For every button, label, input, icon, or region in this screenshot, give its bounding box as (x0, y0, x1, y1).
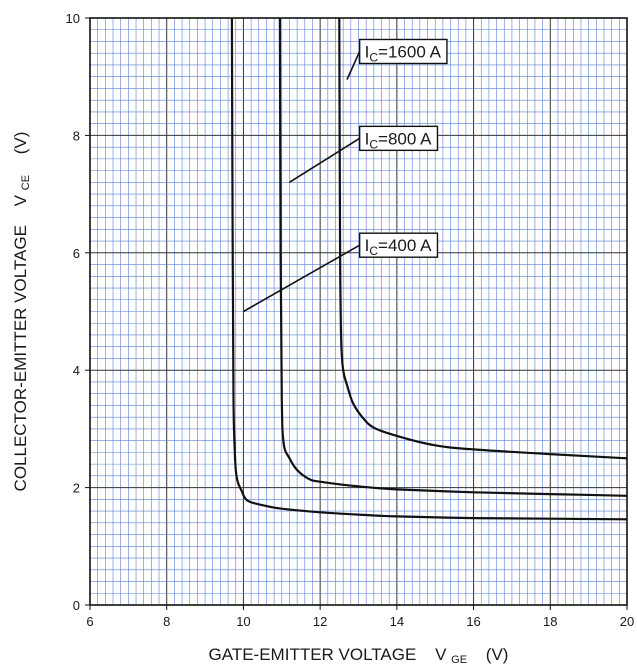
y-tick-label: 0 (73, 598, 80, 613)
x-tick-label: 12 (313, 614, 327, 629)
annotation-box (358, 232, 439, 258)
series-annotations: IC=1600 AIC=800 AIC=400 A (243, 38, 448, 313)
annotation-box (358, 38, 448, 65)
plot-area-frame (89, 17, 628, 606)
annotation-label-symbol: I (365, 42, 370, 61)
annotation-label-symbol: I (365, 129, 370, 148)
y-axis-title-unit: (V) (11, 132, 30, 155)
y-axis-title-main: COLLECTOR-EMITTER VOLTAGE (11, 225, 30, 491)
y-axis-title-subscript: CE (20, 175, 32, 190)
x-tick-label: 6 (86, 614, 93, 629)
annotation-label-subscript: C (369, 50, 378, 64)
x-tick-label: 8 (163, 614, 170, 629)
x-axis-title-main: GATE-EMITTER VOLTAGE (209, 645, 417, 664)
annotation-label-subscript: C (369, 244, 378, 258)
series-annotation: IC=1600 A (346, 38, 448, 80)
series-lines (230, 17, 628, 521)
y-tick-label: 2 (73, 481, 80, 496)
axis-ticks: 6 8 10 12 14 16 18 20 0 2 4 6 8 10 (66, 11, 635, 629)
annotation-leader-line (289, 137, 361, 184)
annotation-leader-line (243, 244, 361, 313)
series-annotation: IC=800 A (289, 125, 439, 184)
y-tick-label: 4 (73, 363, 80, 378)
annotation-label-value: =400 A (378, 236, 432, 255)
y-tick-label: 10 (66, 11, 80, 26)
annotation-label-value: =1600 A (378, 42, 442, 61)
annotation-label: IC=400 A (365, 236, 432, 258)
y-axis-title-symbol: V (11, 194, 30, 206)
y-axis-title: COLLECTOR-EMITTER VOLTAGE V CE (V) (11, 132, 33, 492)
x-tick-label: 16 (466, 614, 480, 629)
x-tick-label: 18 (543, 614, 557, 629)
annotation-label: IC=800 A (365, 129, 432, 151)
x-tick-label: 14 (390, 614, 404, 629)
x-tick-label: 10 (236, 614, 250, 629)
annotation-label-value: =800 A (378, 129, 432, 148)
y-tick-label: 6 (73, 246, 80, 261)
annotation-label-symbol: I (365, 236, 370, 255)
annotation-label: IC=1600 A (365, 42, 442, 64)
x-axis-title-unit: (V) (486, 645, 509, 664)
annotation-leader-line (346, 51, 361, 80)
grid (90, 18, 627, 605)
x-axis-title: GATE-EMITTER VOLTAGE V GE (V) (209, 645, 509, 666)
x-axis-title-symbol: V (435, 645, 447, 664)
x-tick-label: 20 (620, 614, 634, 629)
series-line (338, 17, 628, 460)
annotation-box (358, 125, 439, 152)
series-annotation: IC=400 A (243, 232, 439, 313)
series-line (230, 17, 628, 521)
series-line (278, 17, 628, 497)
annotation-label-subscript: C (369, 137, 378, 151)
y-tick-label: 8 (73, 128, 80, 143)
x-axis-title-subscript: GE (451, 654, 467, 666)
